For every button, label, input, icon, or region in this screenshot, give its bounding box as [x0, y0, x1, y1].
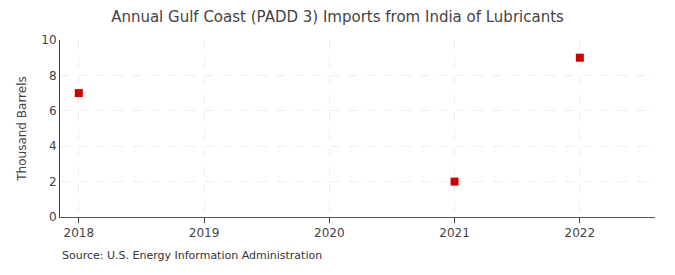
svg-text:2021: 2021 [439, 226, 470, 240]
svg-text:2018: 2018 [64, 226, 95, 240]
svg-text:2020: 2020 [314, 226, 345, 240]
svg-text:2019: 2019 [189, 226, 220, 240]
svg-text:2: 2 [49, 175, 57, 189]
svg-text:Source: U.S. Energy Informatio: Source: U.S. Energy Information Administ… [62, 249, 322, 262]
svg-text:10: 10 [41, 33, 56, 47]
svg-text:2022: 2022 [565, 226, 596, 240]
svg-text:4: 4 [49, 139, 57, 153]
svg-text:Thousand Barrels: Thousand Barrels [15, 76, 29, 181]
svg-text:0: 0 [49, 210, 57, 224]
svg-text:8: 8 [49, 69, 57, 83]
svg-text:6: 6 [49, 104, 57, 118]
svg-text:Annual Gulf Coast (PADD 3) Imp: Annual Gulf Coast (PADD 3) Imports from … [111, 8, 564, 26]
